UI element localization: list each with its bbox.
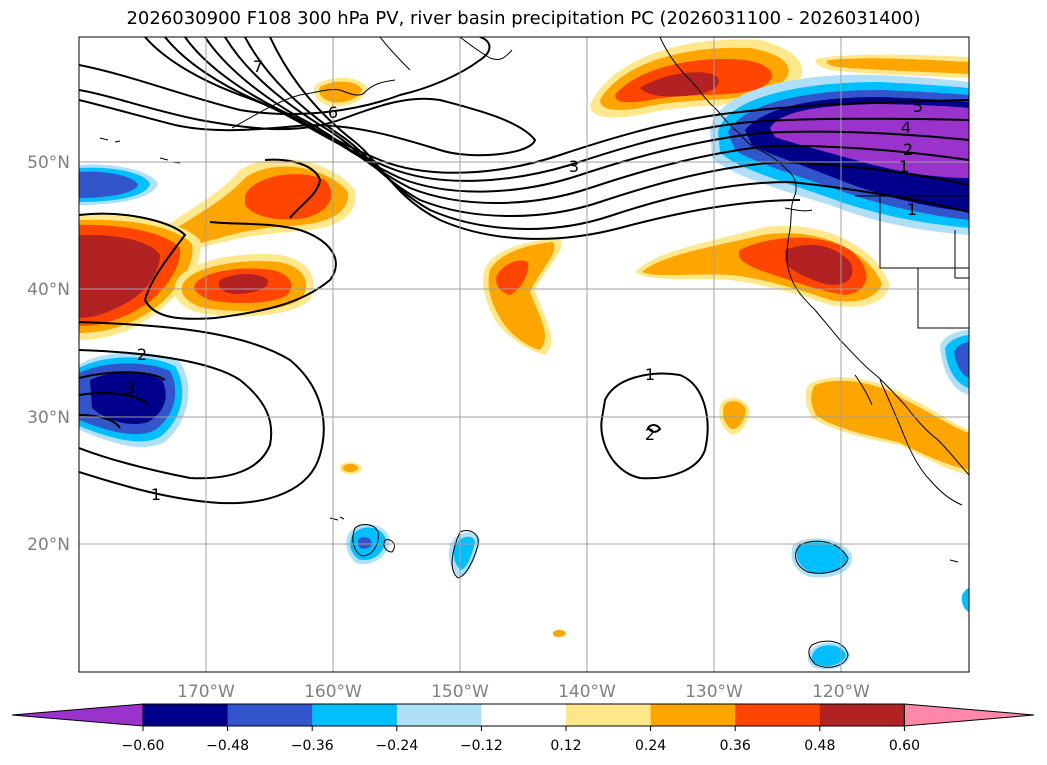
colorbar-extend-high xyxy=(903,703,1035,727)
colorbar-tick-label: 0.36 xyxy=(720,738,751,754)
colorbar-segment xyxy=(735,704,821,726)
colorbar-segment xyxy=(650,704,736,726)
colorbar-tick-label: 0.48 xyxy=(804,738,835,754)
colorbar-tick-label: 0.24 xyxy=(635,738,666,754)
lon-label: 130°W xyxy=(685,682,743,702)
colorbar-segment xyxy=(481,704,567,726)
colorbar-segment xyxy=(566,704,652,726)
contour-label: 1 xyxy=(899,157,909,176)
colorbar-segment xyxy=(396,704,482,726)
colorbar: −0.60 −0.48 −0.36 −0.24 −0.12 0.12 0.24 0.36 0.4… xyxy=(11,703,1035,754)
colorbar-tick-label: −0.24 xyxy=(375,738,418,754)
contour-label: 1 xyxy=(907,200,917,219)
islands xyxy=(99,137,959,668)
colorbar-tick-label: −0.48 xyxy=(206,738,249,754)
contour-label: 1 xyxy=(151,485,161,504)
colorbar-segment xyxy=(819,704,905,726)
contour-label: 2 xyxy=(903,140,913,159)
map-title: 2026030900 F108 300 hPa PV, river basin … xyxy=(126,8,921,29)
colorbar-segment xyxy=(312,704,398,726)
lon-label: 160°W xyxy=(304,682,362,702)
colorbar-tick-label: 0.12 xyxy=(550,738,581,754)
lat-label: 50°N xyxy=(27,153,70,173)
contour-label: 7 xyxy=(253,57,263,76)
lat-label: 20°N xyxy=(27,535,70,555)
colorbar-extend-low xyxy=(11,703,144,727)
graticule xyxy=(79,37,969,672)
contour-label: 3 xyxy=(569,157,579,176)
pv-contours xyxy=(79,37,969,505)
contour-label: 6 xyxy=(328,103,338,122)
contour-label: 4 xyxy=(901,118,911,137)
lon-label: 170°W xyxy=(177,682,235,702)
lon-label: 140°W xyxy=(558,682,616,702)
colorbar-segment xyxy=(143,704,229,726)
precip-shading xyxy=(79,39,969,670)
contour-label: 1 xyxy=(645,365,655,384)
contour-labels: 7 6 3 5 4 2 1 1 2 3 1 1 2 xyxy=(125,57,923,504)
contour-label: 3 xyxy=(125,379,135,398)
lat-label: 40°N xyxy=(27,280,70,300)
colorbar-tick-label: 0.60 xyxy=(889,738,920,754)
lat-label: 30°N xyxy=(27,408,70,428)
colorbar-segment xyxy=(227,704,313,726)
colorbar-tick-label: −0.36 xyxy=(291,738,334,754)
colorbar-tick-label: −0.12 xyxy=(460,738,503,754)
contour-label: 2 xyxy=(137,345,147,364)
map-frame xyxy=(78,36,970,673)
longitude-labels: 170°W 160°W 150°W 140°W 130°W 120°W xyxy=(177,682,870,702)
colorbar-tick-label: −0.60 xyxy=(122,738,165,754)
latitude-labels: 50°N 40°N 30°N 20°N xyxy=(27,153,70,555)
colorbar-frame xyxy=(142,703,905,727)
lon-label: 120°W xyxy=(812,682,870,702)
lon-label: 150°W xyxy=(431,682,489,702)
contour-label: 2 xyxy=(645,425,655,444)
contour-label: 5 xyxy=(913,97,923,116)
